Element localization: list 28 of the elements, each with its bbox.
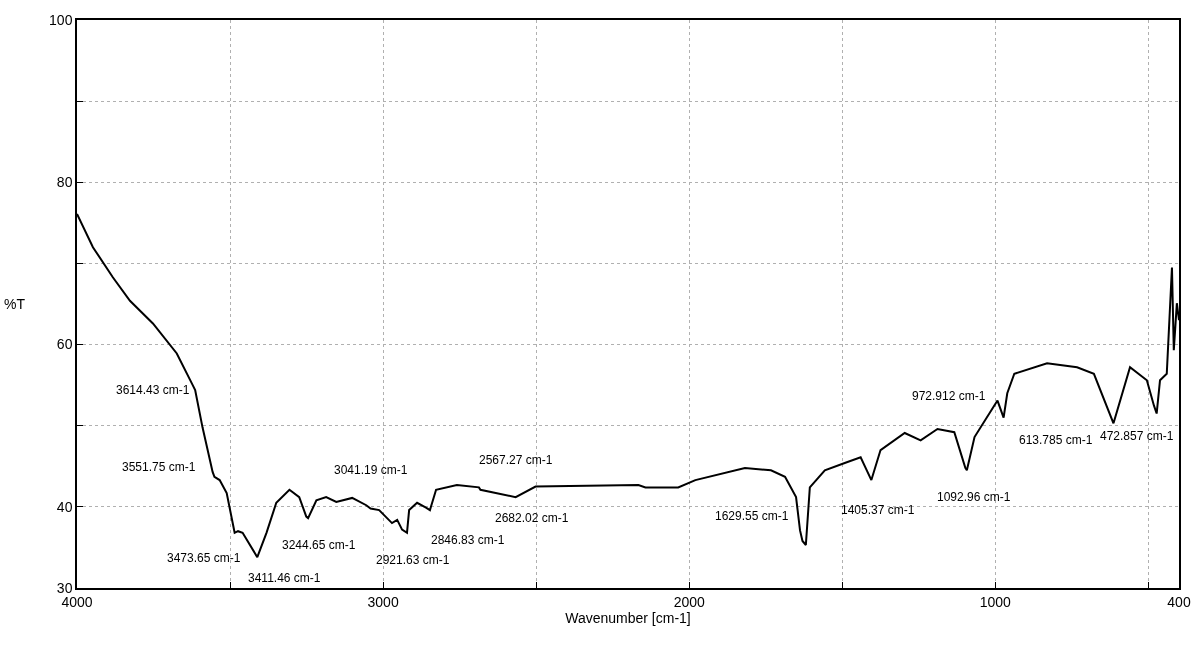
y-axis-title: %T [4, 296, 26, 312]
annotation: 472.857 cm-1 [1100, 429, 1174, 443]
x-tick-label: 3000 [367, 593, 399, 610]
annotation: 1629.55 cm-1 [715, 509, 789, 523]
y-tick-label: 60 [56, 336, 73, 353]
annotation: 3411.46 cm-1 [248, 571, 321, 585]
y-tick-label: 80 [56, 174, 73, 191]
annotation: 2682.02 cm-1 [495, 511, 569, 525]
annotation: 3041.19 cm-1 [334, 463, 408, 477]
annotation: 1405.37 cm-1 [841, 503, 915, 517]
x-tick-label: 4000 [61, 593, 93, 610]
x-tick-label: 400 [1167, 593, 1191, 610]
annotation: 1092.96 cm-1 [937, 490, 1011, 504]
annotation: 2846.83 cm-1 [431, 533, 505, 547]
annotation: 3614.43 cm-1 [116, 383, 190, 397]
y-tick-label: 100 [49, 11, 73, 28]
annotation: 3551.75 cm-1 [122, 460, 196, 474]
annotation: 3244.65 cm-1 [282, 538, 356, 552]
annotation: 613.785 cm-1 [1019, 433, 1093, 447]
annotation: 2921.63 cm-1 [376, 553, 450, 567]
y-tick-label: 30 [56, 579, 73, 596]
x-tick-label: 1000 [979, 593, 1012, 610]
x-axis-title: Wavenumber [cm-1] [565, 609, 691, 626]
annotation: 972.912 cm-1 [912, 389, 986, 403]
y-tick-label: 40 [56, 498, 73, 515]
annotation: 3473.65 cm-1 [167, 551, 241, 565]
annotation: 2567.27 cm-1 [479, 453, 553, 467]
x-tick-label: 2000 [673, 593, 705, 610]
